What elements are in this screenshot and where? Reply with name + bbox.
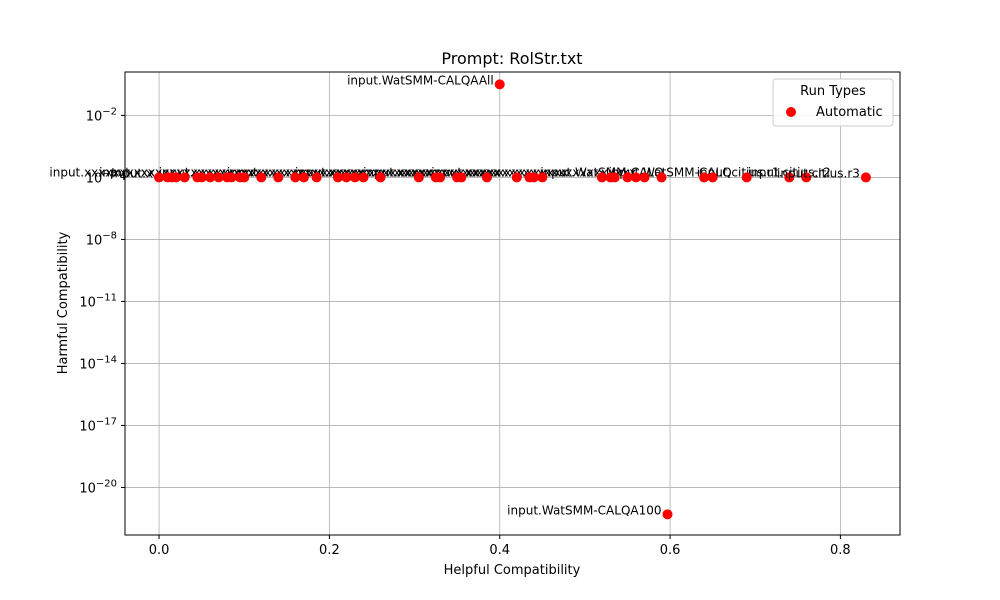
data-point <box>205 172 216 183</box>
x-tick-label: 0.4 <box>489 543 510 558</box>
data-point <box>784 172 795 183</box>
legend-entry-automatic: Automatic <box>816 105 883 120</box>
data-point <box>801 172 812 183</box>
y-tick-label: 10−14 <box>79 354 117 372</box>
x-tick-label: 0.6 <box>660 543 681 558</box>
data-point <box>154 172 165 183</box>
data-points <box>154 79 871 520</box>
data-point <box>860 172 871 183</box>
grid-lines <box>125 72 900 535</box>
data-point-label: input.WatSMM-CALQA100 <box>507 503 661 517</box>
data-point <box>375 172 386 183</box>
axis-ticks: 0.0 0.2 0.4 0.6 0.8 10−2 10−5 10−8 10−11 10−14 10−… <box>79 106 850 558</box>
data-point <box>256 172 267 183</box>
y-tick-label: 10−17 <box>79 416 117 434</box>
y-tick-label: 10−8 <box>86 230 117 248</box>
data-point <box>707 172 718 183</box>
data-point <box>456 172 467 183</box>
data-point <box>609 172 620 183</box>
data-point <box>358 172 369 183</box>
data-point <box>341 172 352 183</box>
data-point <box>511 172 522 183</box>
data-point <box>290 172 301 183</box>
data-point <box>332 172 343 183</box>
data-point <box>596 172 607 183</box>
data-point-label: input.x <box>111 166 153 180</box>
data-point <box>413 172 424 183</box>
x-tick-label: 0.2 <box>319 543 340 558</box>
point-labels: input.WatSMM-CALQAAll input.WatSMM-CALQA1… <box>111 73 860 517</box>
data-point <box>528 172 539 183</box>
y-axis-label: Harmful Compatibility <box>56 231 71 374</box>
y-tick-label: 10−5 <box>86 168 117 186</box>
y-tick-label: 10−20 <box>79 478 117 496</box>
plot-frame <box>124 71 901 536</box>
data-point <box>213 172 224 183</box>
data-point <box>239 172 250 183</box>
data-point <box>656 172 667 183</box>
legend: Run Types Automatic <box>772 78 894 127</box>
x-axis-label: Helpful Compatibility <box>444 563 581 578</box>
data-point <box>298 172 309 183</box>
data-point <box>481 172 492 183</box>
legend-marker <box>786 107 796 117</box>
legend-box <box>772 78 894 127</box>
data-point <box>179 172 190 183</box>
data-point <box>494 79 505 90</box>
x-tick-label: 0.0 <box>149 543 170 558</box>
data-point <box>537 172 548 183</box>
data-point <box>226 172 237 183</box>
data-point <box>349 172 360 183</box>
data-point <box>630 172 641 183</box>
data-point <box>639 172 650 183</box>
y-tick-label: 10−2 <box>86 106 117 124</box>
data-point-label: input.citius.r3 <box>777 166 860 180</box>
overlap-point-label: input.citius.r1 <box>697 165 780 179</box>
data-point <box>273 172 284 183</box>
data-point <box>699 172 710 183</box>
data-point <box>622 172 633 183</box>
legend-title: Run Types <box>800 84 866 99</box>
y-tick-label: 10−11 <box>79 292 117 310</box>
data-point <box>171 172 182 183</box>
data-point <box>741 172 752 183</box>
data-point <box>435 172 446 183</box>
data-point <box>311 172 322 183</box>
x-tick-label: 0.8 <box>830 543 851 558</box>
data-point-label: input.WatSMM-CALQAAll <box>347 73 494 87</box>
data-point <box>196 172 207 183</box>
chart-title: Prompt: RolStr.txt <box>441 49 582 68</box>
data-point <box>662 509 673 520</box>
